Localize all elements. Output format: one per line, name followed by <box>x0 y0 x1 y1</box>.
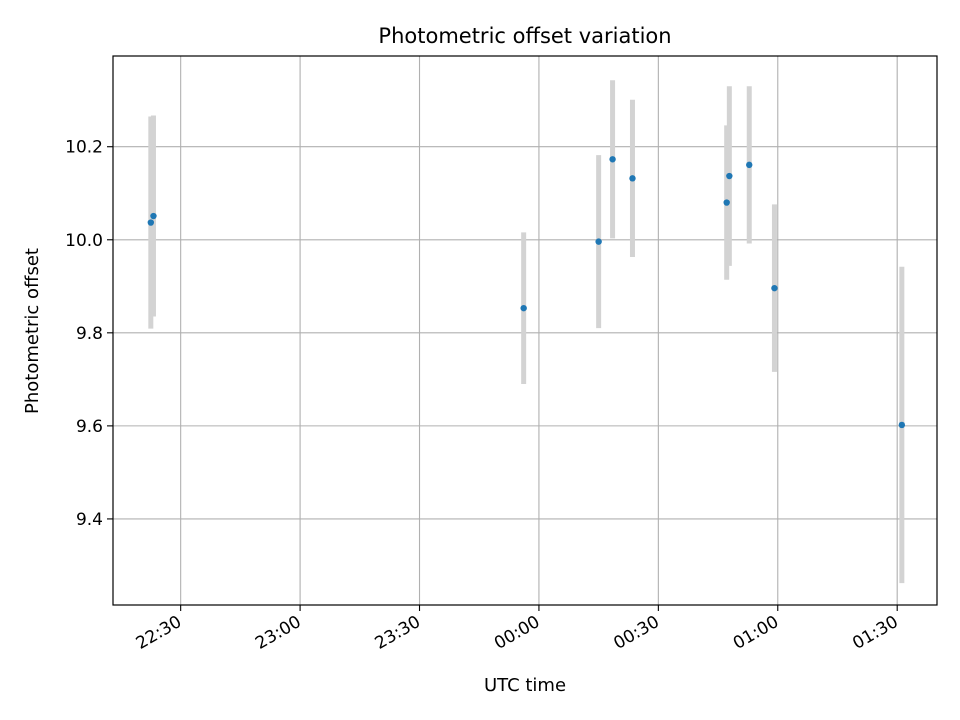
data-point <box>746 161 753 169</box>
x-tick-label: 23:30 <box>372 612 424 654</box>
x-axis-ticks: 22:30 23:00 23:30 00:00 00:30 01:00 01:30 <box>133 605 902 654</box>
x-tick-label: 00:00 <box>491 612 543 654</box>
data-point <box>609 156 616 163</box>
x-tick-label: 22:30 <box>133 612 185 654</box>
data-point <box>150 212 157 220</box>
y-tick-label: 9.8 <box>76 324 103 344</box>
data-point <box>520 304 527 312</box>
y-tick-label: 10.2 <box>65 138 103 158</box>
data-point <box>771 284 778 292</box>
y-axis-ticks: 9.4 9.6 9.8 10.0 10.2 <box>65 138 113 530</box>
data-points <box>147 156 906 429</box>
y-tick-label: 9.4 <box>76 510 103 530</box>
x-tick-label: 01:00 <box>730 612 782 654</box>
error-bars <box>148 80 905 584</box>
x-axis-label: UTC time <box>484 675 566 696</box>
data-point <box>629 175 636 182</box>
y-axis-label: Photometric offset <box>22 248 43 414</box>
data-point <box>147 219 155 226</box>
y-tick-label: 10.0 <box>65 231 103 251</box>
x-tick-label: 01:30 <box>849 612 901 654</box>
data-point <box>726 172 733 180</box>
chart-title: Photometric offset variation <box>378 24 671 48</box>
data-point <box>723 199 730 206</box>
grid-lines <box>113 56 937 605</box>
data-point <box>898 421 906 429</box>
plot-frame <box>112 55 938 606</box>
y-tick-label: 9.6 <box>76 417 103 437</box>
data-point <box>595 238 602 245</box>
x-tick-label: 00:30 <box>610 612 662 654</box>
x-tick-label: 23:00 <box>252 612 304 654</box>
